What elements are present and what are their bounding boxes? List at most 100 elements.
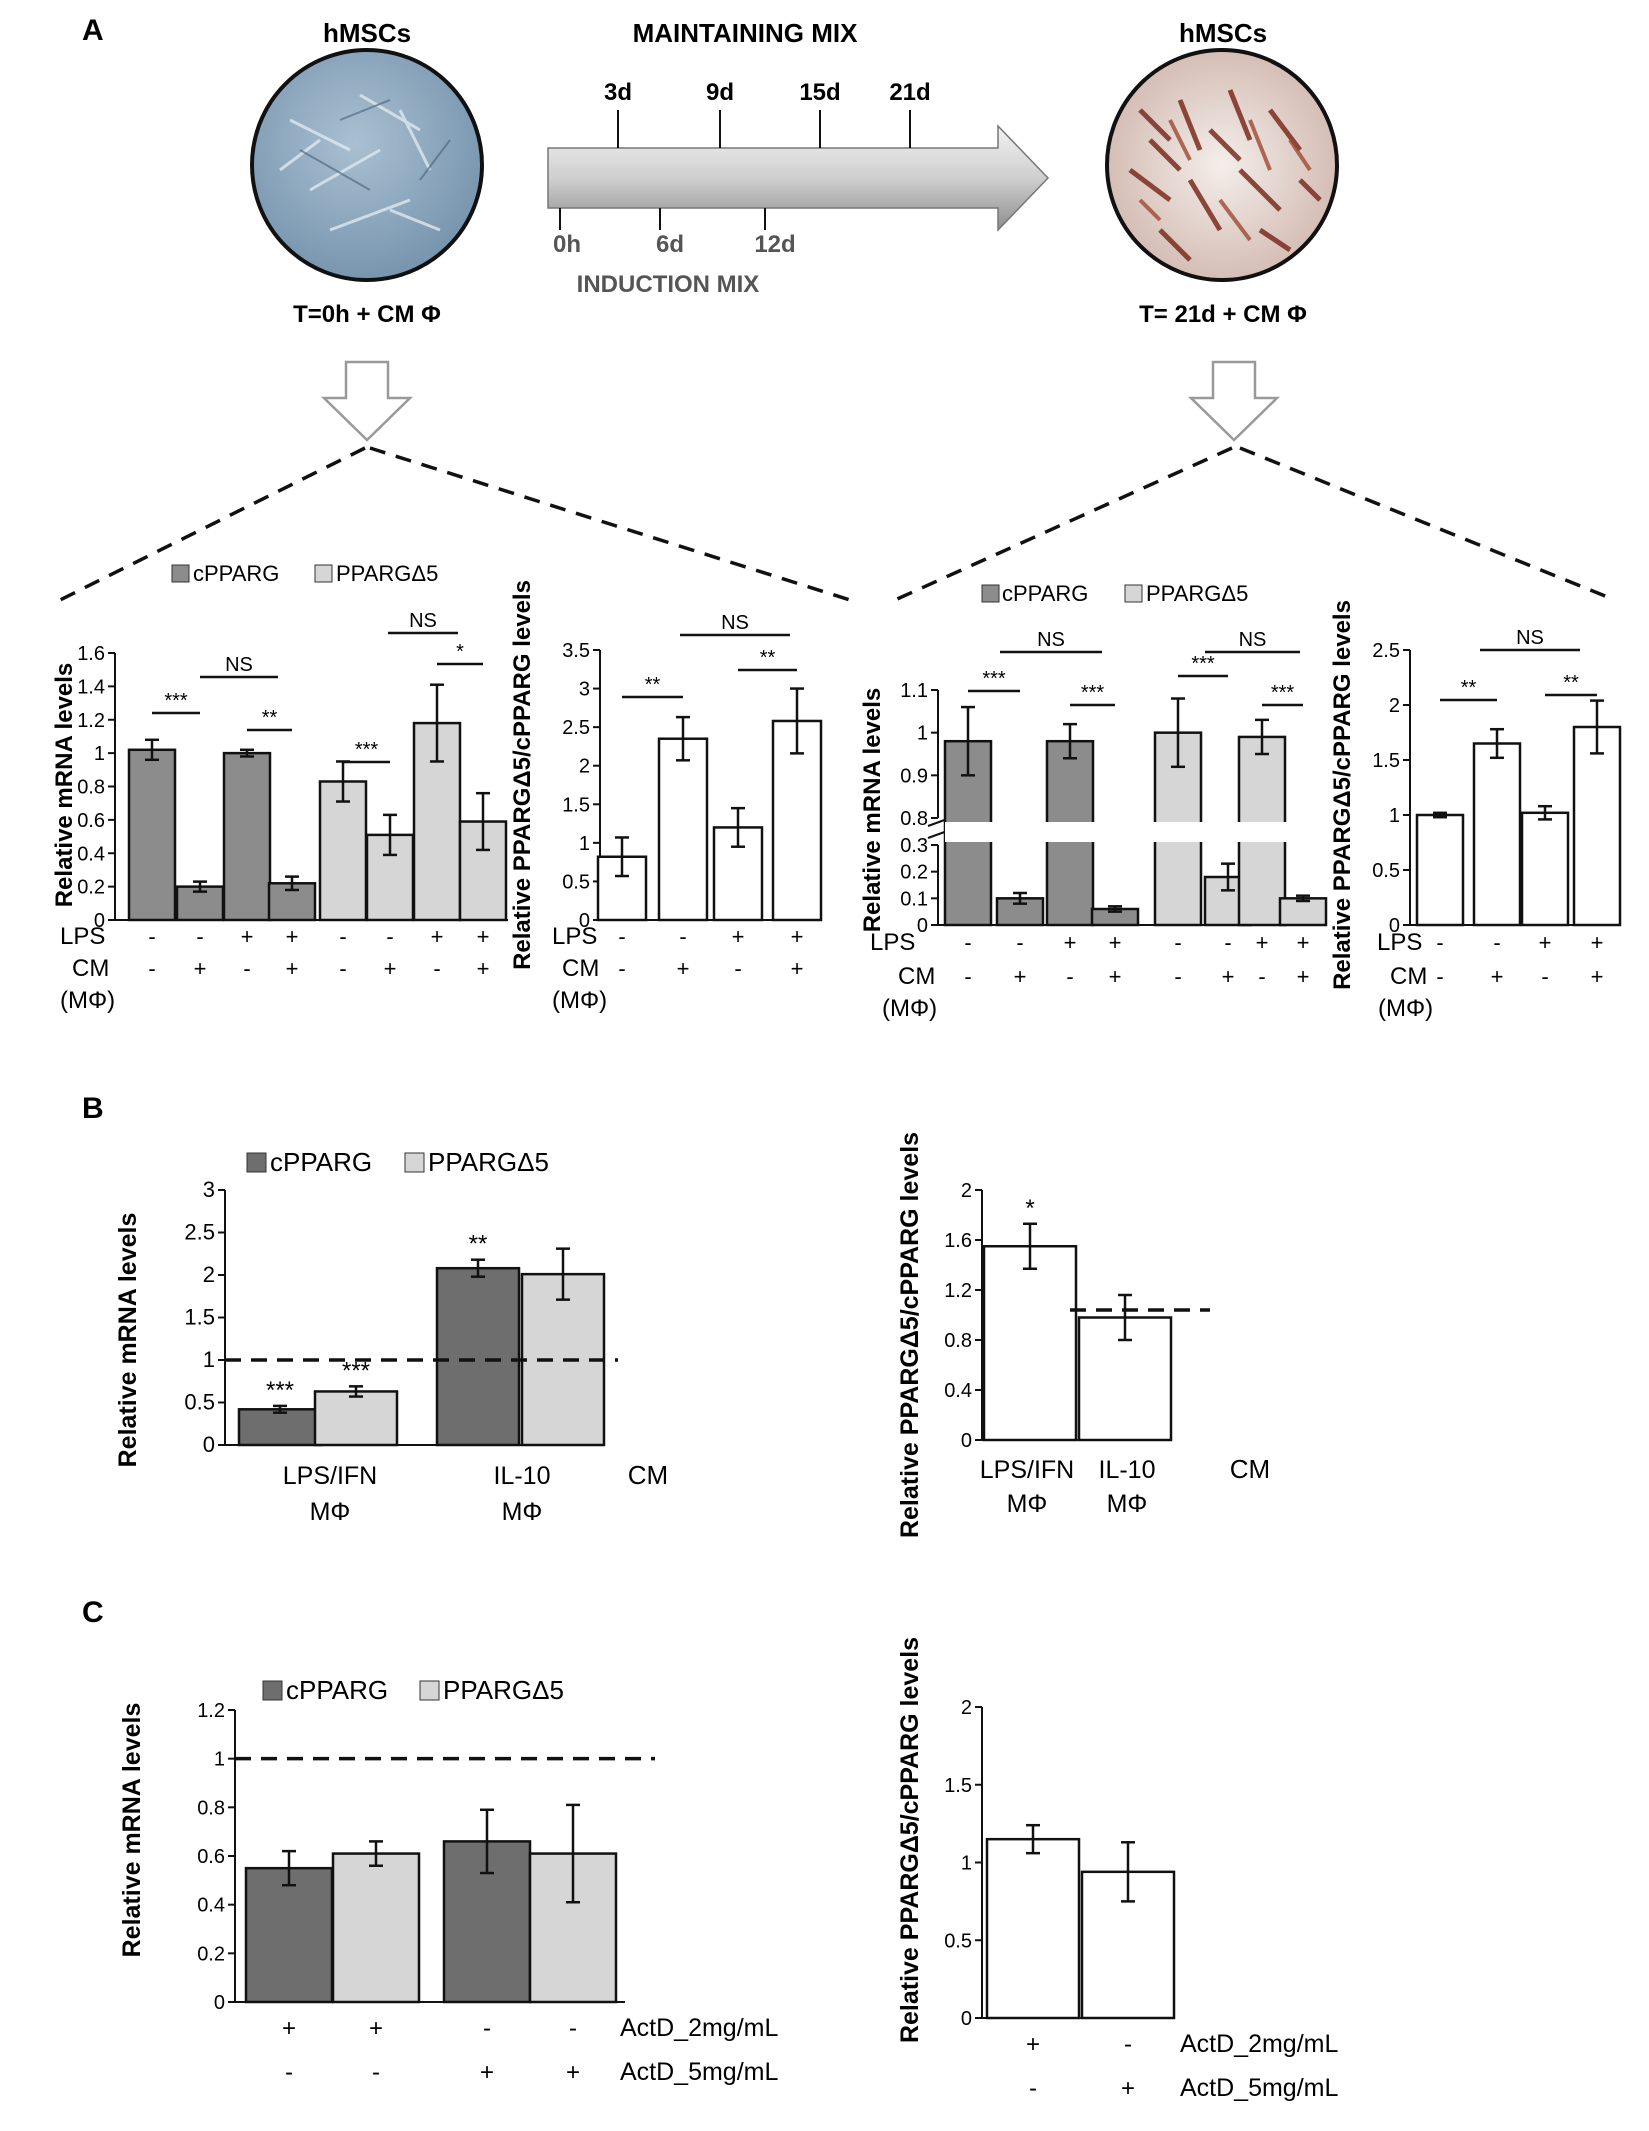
a4-mphi-label: (MΦ) <box>1378 995 1433 1022</box>
c1-sign: - <box>569 2015 577 2042</box>
b2-y-tick-label: 0.8 <box>944 1330 972 1352</box>
b1-bar <box>237 1408 323 1447</box>
a3-sign: - <box>1066 964 1073 989</box>
a2-sign: + <box>791 956 804 981</box>
a1-y-tick-label: 1.6 <box>77 643 105 665</box>
a3-sig-label: NS <box>1239 629 1267 651</box>
c1-bar <box>244 1866 334 2004</box>
a1-sign: - <box>243 956 250 981</box>
b2-cat-2: IL-10 <box>1099 1456 1156 1484</box>
a4-y-tick-label: 2 <box>1389 695 1400 717</box>
b1-bar <box>435 1266 521 1447</box>
induction-mix-label: INDUCTION MIX <box>577 271 760 298</box>
c2-y-tick-label: 2 <box>961 1697 972 1719</box>
b1-cat-2: IL-10 <box>494 1462 551 1490</box>
legend-text-cpparg: cPPARG <box>286 1675 388 1705</box>
legend-c: cPPARG PPARGΔ5 <box>262 1675 564 1705</box>
a1-sign: + <box>194 956 207 981</box>
a3-sig-label: *** <box>982 668 1006 690</box>
b1-bar <box>313 1390 399 1447</box>
legend-text-delta5: PPARGΔ5 <box>443 1675 564 1705</box>
c1-y-tick-label: 0.2 <box>197 1943 225 1965</box>
legend-swatch-cpparg <box>246 1152 267 1173</box>
c2-ylabel: Relative PPARGΔ5/cPPARG levels <box>896 1637 924 2043</box>
c1-sign: + <box>282 2015 296 2042</box>
a3-bar <box>1278 897 1328 927</box>
b1-cat-2-sub: MΦ <box>502 1498 543 1526</box>
timeline-arrow <box>547 124 1050 232</box>
a2-y-tick-label: 3 <box>579 679 590 701</box>
a1-sign: - <box>339 924 346 949</box>
timeline-ticks <box>559 110 911 230</box>
a1-sign: - <box>148 956 155 981</box>
a2-sig-label: ** <box>645 674 661 696</box>
c1-sign: + <box>566 2059 580 2086</box>
a3-sign: + <box>1297 964 1310 989</box>
b2-y-tick-label: 1.2 <box>944 1280 972 1302</box>
a1-sign: - <box>433 956 440 981</box>
a3-y-tick-label: 0.9 <box>900 765 928 787</box>
legend-a-right: cPPARG PPARGΔ5 <box>981 581 1248 606</box>
b1-sig-label: *** <box>266 1377 294 1404</box>
a4-sig-label: ** <box>1461 677 1477 699</box>
b1-cm-note: CM <box>628 1460 668 1490</box>
b1-cat-1: LPS/IFN <box>283 1462 377 1490</box>
a1-sign: + <box>384 956 397 981</box>
tick-0h: 0h <box>553 231 581 258</box>
c2-row2-label: ActD_5mg/mL <box>1180 2074 1338 2102</box>
a1-y-tick-label: 0.8 <box>77 777 105 799</box>
c1-y-tick-label: 1.2 <box>197 1700 225 1722</box>
a4-sign: + <box>1591 930 1604 955</box>
a4-bar <box>1520 811 1570 927</box>
a1-sig-label: *** <box>355 739 379 761</box>
a4-lps-label: LPS <box>1377 929 1422 956</box>
c1-sign: - <box>285 2059 293 2086</box>
c2-y-tick-label: 0.5 <box>944 1930 972 1952</box>
a3-sign: - <box>964 964 971 989</box>
schema-right-title: hMSCs <box>1179 18 1267 48</box>
zoom-lines <box>59 446 1616 602</box>
a1-y-tick-label: 1 <box>94 743 105 765</box>
tick-15d: 15d <box>799 79 840 106</box>
b1-y-tick-label: 3 <box>203 1177 215 1202</box>
c2-bar <box>985 1837 1081 2020</box>
a2-ylabel: Relative PPARGΔ5/cPPARG levels <box>509 580 536 970</box>
a2-lps-label: LPS <box>552 923 597 950</box>
a2-y-tick-label: 1 <box>579 833 590 855</box>
legend-text-cpparg: cPPARG <box>270 1147 372 1177</box>
a1-bar <box>222 751 272 922</box>
c2-sign: + <box>1026 2031 1040 2058</box>
legend-a-left: cPPARG PPARGΔ5 <box>171 561 438 586</box>
a3-sig-label: NS <box>1037 629 1065 651</box>
c1-y-tick-label: 1 <box>214 1749 225 1771</box>
a3-sig-label: *** <box>1271 682 1295 704</box>
a1-sig-label: NS <box>225 654 253 676</box>
a2-bar <box>657 737 709 922</box>
c1-y-tick-label: 0.4 <box>197 1895 225 1917</box>
panel-label-a: A <box>82 14 104 47</box>
a2-sign: + <box>732 924 745 949</box>
a3-sign: + <box>1297 930 1310 955</box>
a1-cm-label: CM <box>72 955 109 982</box>
a1-y-tick-label: 1.2 <box>77 710 105 732</box>
c1-row1-label: ActD_2mg/mL <box>620 2014 778 2042</box>
a1-sign: + <box>477 924 490 949</box>
a2-sign: - <box>618 956 625 981</box>
a2-cm-label: CM <box>562 955 599 982</box>
maintaining-mix-label: MAINTAINING MIX <box>633 18 858 48</box>
a1-sign: - <box>386 924 393 949</box>
b2-cat-1-sub: MΦ <box>1007 1490 1048 1518</box>
a3-sign: - <box>1258 964 1265 989</box>
a3-axis-gap <box>945 822 1325 842</box>
tick-9d: 9d <box>706 79 734 106</box>
a1-y-tick-label: 0 <box>94 910 105 932</box>
a1-y-tick-label: 0.2 <box>77 877 105 899</box>
a4-y-tick-label: 2.5 <box>1372 640 1400 662</box>
a1-y-tick-label: 1.4 <box>77 676 105 698</box>
a3-y-tick-label: 0.2 <box>900 862 928 884</box>
a4-bar <box>1415 813 1465 927</box>
a1-y-tick-label: 0.4 <box>77 843 105 865</box>
a1-sign: - <box>148 924 155 949</box>
a1-sig-label: *** <box>164 690 188 712</box>
a4-sign: + <box>1591 964 1604 989</box>
